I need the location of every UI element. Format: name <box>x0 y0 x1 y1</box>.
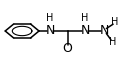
Text: N: N <box>80 24 90 38</box>
Text: H: H <box>82 13 89 23</box>
Text: N: N <box>45 24 55 38</box>
Text: H: H <box>111 17 119 27</box>
Text: H: H <box>109 37 116 47</box>
Text: N: N <box>99 24 109 38</box>
Text: H: H <box>46 13 54 23</box>
Text: O: O <box>63 42 73 55</box>
